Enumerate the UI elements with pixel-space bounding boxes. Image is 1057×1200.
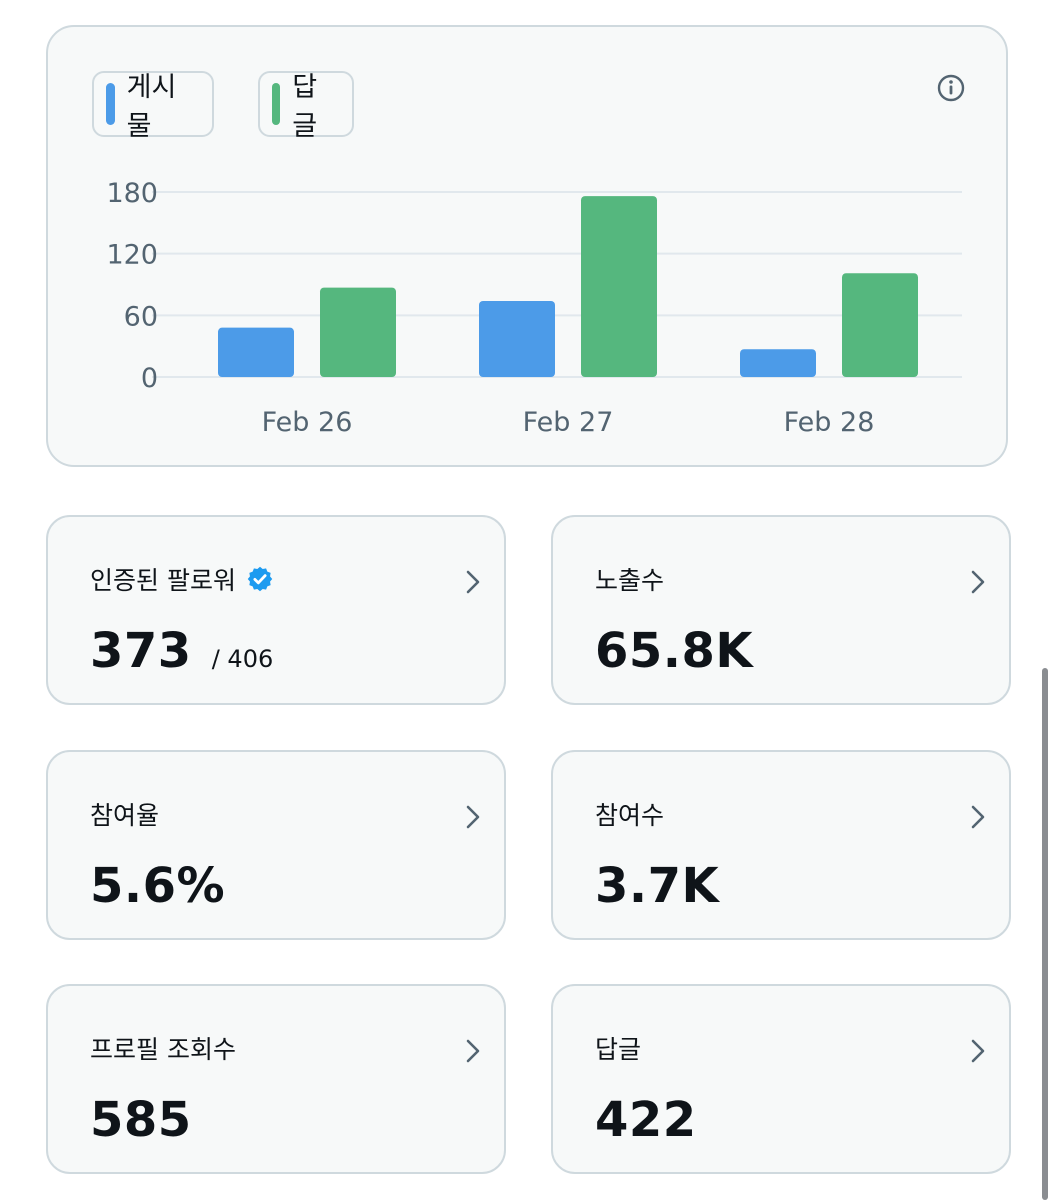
stat-card-verified-followers[interactable]: 인증된 팔로워 373 / 406 xyxy=(46,515,506,705)
stat-value-verified-followers: 373 / 406 xyxy=(90,621,273,689)
y-tick-label: 180 xyxy=(106,178,158,209)
stat-card-replies[interactable]: 답글 422 xyxy=(551,984,1011,1174)
legend-label-replies: 답글 xyxy=(292,72,318,142)
chevron-right-icon xyxy=(466,570,480,594)
bar-posts-feb-28[interactable] xyxy=(740,349,816,377)
stat-value-replies: 422 xyxy=(595,1092,697,1148)
chevron-right-icon xyxy=(971,805,985,829)
stat-card-profile-visits[interactable]: 프로필 조회수 585 xyxy=(46,984,506,1174)
scrollbar[interactable] xyxy=(1042,668,1048,1200)
stat-value-profile-visits: 585 xyxy=(90,1092,192,1148)
activity-chart-card: 게시물 답글 0 60 120 180 Feb 26 Feb 27 Feb 28 xyxy=(46,25,1008,467)
info-icon[interactable] xyxy=(936,73,966,103)
stat-value-engagements: 3.7K xyxy=(595,858,720,914)
legend-posts[interactable]: 게시물 xyxy=(92,71,214,142)
legend-replies[interactable]: 답글 xyxy=(258,71,354,142)
bar-replies-feb-28[interactable] xyxy=(842,273,918,377)
bar-replies-feb-26[interactable] xyxy=(320,287,396,377)
stat-label-replies: 답글 xyxy=(595,1035,642,1064)
stat-value-engagement-rate: 5.6% xyxy=(90,858,226,914)
legend-label-posts: 게시물 xyxy=(126,72,177,142)
stat-label-impressions: 노출수 xyxy=(595,566,665,595)
stat-label-engagement-rate: 참여율 xyxy=(90,801,160,830)
verified-followers-total: / 406 xyxy=(211,645,274,673)
verified-followers-value: 373 xyxy=(90,623,192,679)
chevron-right-icon xyxy=(971,570,985,594)
verified-badge-icon xyxy=(247,566,273,592)
bar-replies-feb-27[interactable] xyxy=(581,196,657,377)
stat-label-verified-followers: 인증된 팔로워 xyxy=(90,561,274,597)
stat-label-profile-visits: 프로필 조회수 xyxy=(90,1035,236,1064)
y-tick-label: 0 xyxy=(141,363,158,394)
bar-chart: 0 60 120 180 Feb 26 Feb 27 Feb 28 xyxy=(106,178,962,438)
y-tick-label: 60 xyxy=(124,301,158,332)
bar-posts-feb-26[interactable] xyxy=(218,327,294,377)
stat-label-engagements: 참여수 xyxy=(595,801,665,830)
stat-value-impressions: 65.8K xyxy=(595,623,754,679)
legend-swatch-replies xyxy=(272,83,281,125)
chevron-right-icon xyxy=(466,805,480,829)
stat-card-engagement-rate[interactable]: 참여율 5.6% xyxy=(46,750,506,940)
bar-posts-feb-27[interactable] xyxy=(479,300,555,377)
chevron-right-icon xyxy=(466,1039,480,1063)
x-tick-label: Feb 27 xyxy=(523,407,614,438)
legend-swatch-posts xyxy=(106,83,115,125)
stat-card-impressions[interactable]: 노출수 65.8K xyxy=(551,515,1011,705)
y-tick-label: 120 xyxy=(106,240,158,271)
x-tick-label: Feb 26 xyxy=(262,407,353,438)
stat-card-engagements[interactable]: 참여수 3.7K xyxy=(551,750,1011,940)
chevron-right-icon xyxy=(971,1039,985,1063)
x-tick-label: Feb 28 xyxy=(784,407,875,438)
verified-followers-label: 인증된 팔로워 xyxy=(90,566,236,595)
